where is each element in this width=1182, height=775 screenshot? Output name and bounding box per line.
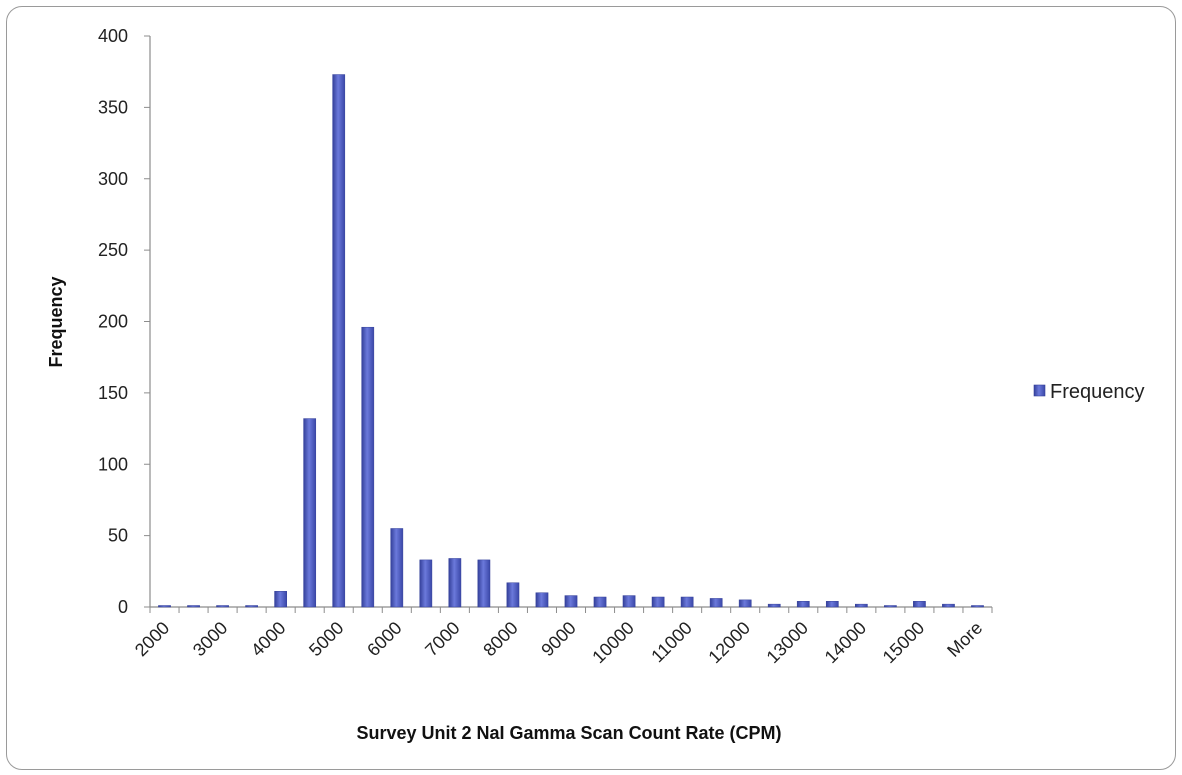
bar-9000 — [564, 595, 578, 608]
bar-12500 — [767, 603, 781, 608]
x-axis-title: Survey Unit 2 NaI Gamma Scan Count Rate … — [356, 723, 781, 743]
x-tick-label: More — [943, 618, 986, 661]
bar-11000 — [680, 596, 694, 608]
bar-12000 — [738, 599, 752, 608]
legend-label: Frequency — [1050, 381, 1145, 403]
bar-15500 — [942, 603, 955, 608]
x-tick-labels: 2000 3000 4000 5000 6000 7000 8000 9000 10000 110… — [131, 618, 986, 668]
bar-15000 — [913, 601, 926, 608]
x-tick-label: 13000 — [763, 618, 813, 668]
bar-6000 — [390, 528, 404, 608]
y-tick-label: 350 — [98, 97, 128, 117]
x-tick-label: 14000 — [821, 618, 871, 668]
x-tick-label: 10000 — [588, 618, 638, 668]
y-tick-label: 200 — [98, 312, 128, 332]
y-axis-title: Frequency — [46, 276, 66, 367]
legend: Frequency — [1033, 381, 1145, 403]
x-tick-label: 11000 — [647, 618, 696, 667]
bar-8000 — [506, 582, 520, 608]
bar-5500 — [361, 326, 375, 608]
x-tick-label: 5000 — [305, 618, 347, 660]
y-tick-label: 400 — [98, 26, 128, 46]
bar-10000 — [622, 595, 636, 608]
x-tick-label: 4000 — [247, 618, 289, 660]
bar-More — [971, 605, 984, 608]
bar-11500 — [709, 598, 723, 608]
x-tick-label: 8000 — [479, 618, 521, 660]
bar-10500 — [651, 596, 665, 608]
legend-swatch — [1033, 384, 1046, 397]
bars — [158, 74, 984, 608]
chart-frame — [6, 6, 1176, 770]
x-tick-label: 7000 — [421, 618, 463, 660]
x-tick-label: 15000 — [879, 618, 929, 668]
y-tick-label: 50 — [108, 526, 128, 546]
y-tick-label: 100 — [98, 454, 128, 474]
bar-4000 — [274, 591, 288, 608]
bar-8500 — [535, 592, 549, 608]
y-tick-labels: 0 50 100 150 200 250 300 350 400 — [98, 26, 128, 617]
bar-6500 — [419, 559, 433, 608]
y-tick-label: 150 — [98, 383, 128, 403]
x-tick-label: 9000 — [537, 618, 579, 660]
bar-7500 — [477, 559, 491, 608]
y-tick-label: 250 — [98, 240, 128, 260]
bar-4500 — [303, 418, 317, 608]
x-tick-label: 2000 — [131, 618, 173, 660]
x-tick-label: 3000 — [189, 618, 231, 660]
bar-2500 — [187, 605, 200, 608]
bar-13000 — [796, 601, 810, 608]
y-tick-label: 300 — [98, 169, 128, 189]
bar-3000 — [216, 605, 229, 608]
bar-13500 — [825, 601, 839, 608]
bar-14500 — [884, 605, 897, 608]
bar-2000 — [158, 605, 171, 608]
y-tick-label: 0 — [118, 597, 128, 617]
x-tick-label: 6000 — [363, 618, 405, 660]
x-tick-label: 12000 — [704, 618, 754, 668]
axes — [144, 35, 993, 613]
bar-3500 — [245, 605, 258, 608]
bar-14000 — [854, 603, 868, 608]
bar-5000 — [332, 74, 346, 608]
bar-7000 — [448, 558, 462, 608]
bar-9500 — [593, 596, 607, 608]
